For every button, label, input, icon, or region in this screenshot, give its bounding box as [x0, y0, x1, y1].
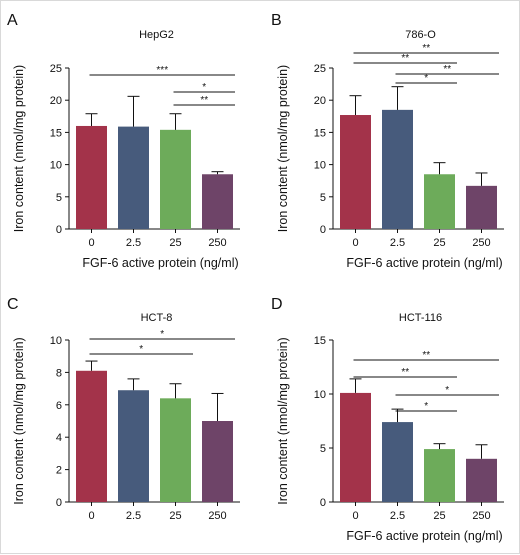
y-tick-label: 10 [314, 389, 326, 401]
x-tick-label: 0 [352, 510, 358, 522]
bar-25 [160, 398, 191, 502]
bar-25 [160, 129, 191, 229]
significance-label: ** [422, 350, 430, 361]
y-tick-label: 20 [314, 95, 326, 107]
y-tick-label: 15 [314, 335, 326, 347]
x-axis-label: FGF-6 active protein (ng/ml) [346, 256, 502, 270]
y-axis-label: Iron content (nmol/mg protein) [12, 337, 26, 504]
chart-title: HCT-116 [399, 312, 442, 324]
significance-label: * [160, 329, 164, 340]
bar-0 [76, 125, 107, 229]
x-tick-label: 250 [472, 510, 490, 522]
panel-letter: A [7, 12, 18, 29]
panel-d: D HCT-116 0 5 10 15 Iron content (nmol/mg prot… [271, 296, 504, 543]
bar-25 [424, 449, 455, 502]
y-tick-label: 15 [50, 127, 62, 139]
y-tick-label: 5 [56, 192, 62, 204]
y-tick-label: 0 [320, 224, 326, 236]
bar-2.5 [118, 126, 149, 229]
y-tick-label: 10 [50, 335, 62, 347]
y-tick-label: 2 [56, 465, 62, 477]
bar-2.5 [118, 390, 149, 502]
y-tick-label: 8 [56, 367, 62, 379]
significance-label: ** [422, 43, 430, 54]
y-axis-label: Iron content (nmol/mg protein) [276, 337, 290, 504]
significance-label: * [445, 385, 449, 396]
x-tick-label: 25 [433, 510, 445, 522]
significance-label: ** [401, 53, 409, 64]
bar-0 [76, 370, 107, 502]
bar-2.5 [382, 422, 413, 502]
significance-label: *** [156, 65, 168, 76]
y-tick-label: 10 [314, 160, 326, 172]
x-tick-label: 250 [208, 510, 226, 522]
y-tick-label: 5 [320, 192, 326, 204]
x-tick-label: 2.5 [390, 237, 405, 249]
x-tick-label: 0 [352, 237, 358, 249]
bar-2.5 [382, 109, 413, 229]
y-tick-label: 25 [314, 63, 326, 75]
bar-0 [340, 115, 371, 229]
significance-label: ** [200, 95, 208, 106]
panel-letter: B [271, 12, 282, 29]
chart-title: HCT-8 [141, 312, 173, 324]
panel-a: A HepG2 0 5 10 15 20 25 Iron content (nmol/mg pr… [7, 12, 240, 270]
significance-label: * [424, 401, 428, 412]
significance-label: ** [401, 367, 409, 378]
bar-250 [466, 458, 497, 502]
x-tick-label: 2.5 [126, 510, 141, 522]
significance-label: * [139, 344, 143, 355]
y-tick-label: 0 [56, 224, 62, 236]
y-tick-label: 4 [56, 432, 62, 444]
x-tick-label: 25 [169, 510, 181, 522]
y-tick-label: 6 [56, 400, 62, 412]
bar-0 [340, 392, 371, 502]
y-tick-label: 5 [320, 443, 326, 455]
x-tick-label: 250 [472, 237, 490, 249]
y-tick-label: 15 [314, 127, 326, 139]
x-tick-label: 2.5 [390, 510, 405, 522]
panel-b: B 786-O 0 5 10 15 20 25 Iron content (nmol/mg pr… [271, 12, 504, 270]
bar-250 [202, 421, 233, 502]
panel-c: C HCT-8 0 2 4 6 8 10 Iron content (nmol/mg prote… [7, 296, 240, 522]
x-axis-label: FGF-6 active protein (ng/ml) [82, 256, 238, 270]
x-tick-label: 25 [433, 237, 445, 249]
chart-title: 786-O [405, 29, 436, 41]
bar-250 [202, 174, 233, 229]
x-tick-label: 0 [88, 510, 94, 522]
panel-letter: D [271, 296, 283, 313]
y-tick-label: 10 [50, 160, 62, 172]
bar-25 [424, 174, 455, 229]
x-tick-label: 25 [169, 237, 181, 249]
panel-letter: C [7, 296, 19, 313]
y-tick-label: 20 [50, 95, 62, 107]
x-tick-label: 2.5 [126, 237, 141, 249]
y-tick-label: 0 [56, 497, 62, 509]
bar-250 [466, 185, 497, 229]
significance-label: * [424, 73, 428, 84]
x-axis-label: FGF-6 active protein (ng/ml) [346, 529, 502, 543]
y-axis-label: Iron content (nmol/mg protein) [12, 65, 26, 232]
significance-label: * [202, 82, 206, 93]
x-tick-label: 0 [88, 237, 94, 249]
y-axis-label: Iron content (nmol/mg protein) [276, 65, 290, 232]
y-tick-label: 25 [50, 63, 62, 75]
y-tick-label: 0 [320, 497, 326, 509]
x-tick-label: 250 [208, 237, 226, 249]
significance-label: ** [443, 64, 451, 75]
chart-title: HepG2 [139, 29, 174, 41]
